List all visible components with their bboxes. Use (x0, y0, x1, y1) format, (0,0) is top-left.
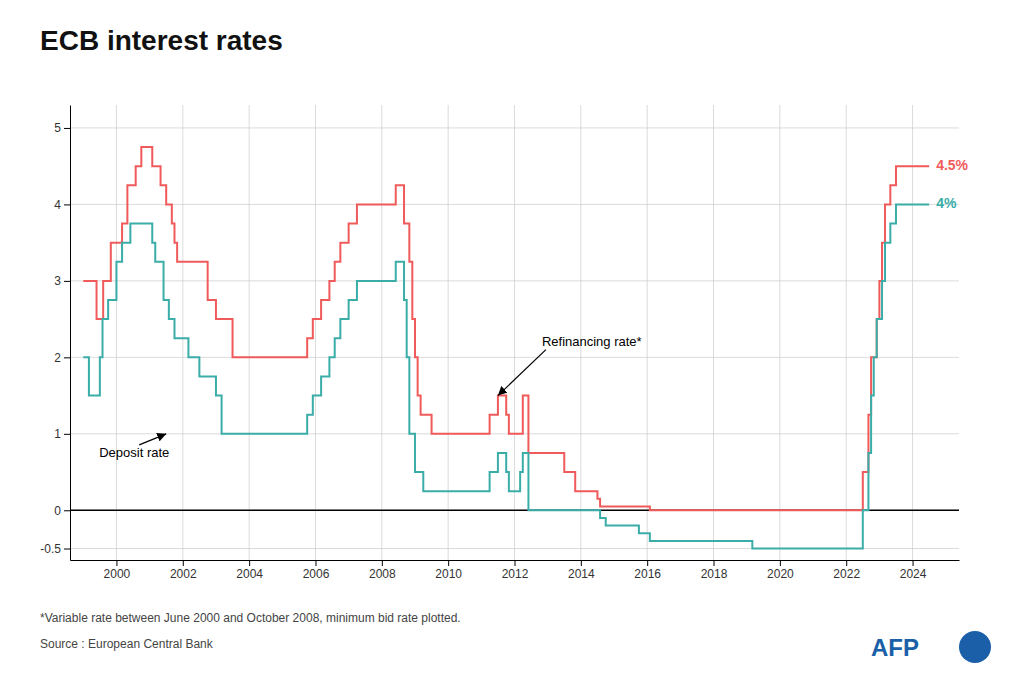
x-tick: 2014 (568, 560, 595, 581)
x-tick-mark (581, 560, 582, 566)
y-tick: 4 (54, 198, 70, 212)
x-tick: 2006 (303, 560, 330, 581)
y-tick-mark (64, 128, 70, 129)
x-tick: 2016 (634, 560, 661, 581)
annotation-text: Deposit rate (99, 445, 169, 460)
y-tick-label: 5 (54, 121, 61, 135)
logo-dot (959, 631, 991, 663)
y-tick: 5 (54, 121, 70, 135)
plot: 2000200220042006200820102012201420162018… (40, 105, 968, 581)
y-tick: -0.5 (40, 542, 70, 556)
y-axis-line (70, 106, 71, 561)
x-tick-label: 2008 (369, 567, 396, 581)
x-tick: 2002 (170, 560, 197, 581)
x-tick-label: 2020 (767, 567, 794, 581)
x-tick: 2012 (502, 560, 529, 581)
y-tick-label: 3 (54, 274, 61, 288)
x-tick-label: 2018 (701, 567, 728, 581)
y-tick: 3 (54, 274, 70, 288)
annotation-text: Refinancing rate* (542, 334, 642, 349)
x-tick-mark (647, 560, 648, 566)
x-tick-mark (913, 560, 914, 566)
x-tick-mark (846, 560, 847, 566)
x-axis: 2000 2002 2004 2006 2008 2010 2012 2014 2016 2018… (71, 560, 960, 581)
logo-text: AFP (871, 634, 919, 661)
x-tick-mark (714, 560, 715, 566)
y-tick-mark (64, 281, 70, 282)
x-tick-mark (515, 560, 516, 566)
x-tick-mark (780, 560, 781, 566)
x-tick-label: 2012 (502, 567, 529, 581)
annotation-arrow (498, 350, 546, 396)
x-tick: 2010 (435, 560, 462, 581)
grid-line-y (70, 280, 959, 281)
x-tick-label: 2024 (900, 567, 927, 581)
grid-line-x (713, 105, 714, 560)
grid-line-x (846, 105, 847, 560)
series-line (83, 204, 929, 548)
x-tick: 2024 (900, 560, 927, 581)
y-tick-label: -0.5 (40, 542, 61, 556)
grid-line-y (70, 357, 959, 358)
x-tick-mark (315, 560, 316, 566)
x-tick: 2018 (701, 560, 728, 581)
x-tick-label: 2004 (236, 567, 263, 581)
x-tick-label: 2014 (568, 567, 595, 581)
y-tick-mark (64, 510, 70, 511)
grid-line-x (912, 105, 913, 560)
y-tick-mark (64, 549, 70, 550)
chart: 2000200220042006200820102012201420162018… (0, 0, 1019, 700)
grid-line-x (381, 105, 382, 560)
x-tick: 2022 (833, 560, 860, 581)
x-tick-label: 2006 (303, 567, 330, 581)
y-axis: -0.5 0 1 2 3 4 5 (40, 106, 70, 561)
source: Source : European Central Bank (40, 637, 214, 651)
title: ECB interest rates (40, 25, 283, 56)
y-tick-mark (64, 434, 70, 435)
y-tick-label: 0 (54, 504, 61, 518)
x-tick-mark (249, 560, 250, 566)
grid-line-x (647, 105, 648, 560)
annotations: Refinancing rate* Deposit rate (99, 334, 641, 461)
y-tick: 0 (54, 504, 70, 518)
x-tick: 2008 (369, 560, 396, 581)
annotation-arrow (139, 434, 166, 445)
y-tick-label: 1 (54, 427, 61, 441)
grid-line-x (249, 105, 250, 560)
grid (70, 105, 959, 560)
x-tick-mark (448, 560, 449, 566)
grid-line-y (70, 127, 959, 128)
grid-line-x (315, 105, 316, 560)
end-label: 4% (936, 195, 957, 211)
grid-line-y (70, 204, 959, 205)
x-tick-label: 2002 (170, 567, 197, 581)
x-tick-label: 2022 (833, 567, 860, 581)
x-tick-label: 2000 (104, 567, 131, 581)
end-label: 4.5% (936, 157, 968, 173)
end-labels: 4.5% 4% (936, 157, 968, 211)
x-tick-label: 2010 (435, 567, 462, 581)
y-tick-label: 2 (54, 351, 61, 365)
y-tick: 2 (54, 351, 70, 365)
x-tick-mark (116, 560, 117, 566)
footnote: *Variable rate between June 2000 and Oct… (40, 611, 461, 625)
grid-line-x (116, 105, 117, 560)
x-tick-label: 2016 (634, 567, 661, 581)
x-tick: 2004 (236, 560, 263, 581)
x-tick-mark (382, 560, 383, 566)
data-area (70, 147, 959, 548)
x-tick-mark (183, 560, 184, 566)
grid-line-x (779, 105, 780, 560)
y-tick-mark (64, 357, 70, 358)
y-tick-label: 4 (54, 198, 61, 212)
y-tick-mark (64, 204, 70, 205)
grid-line-x (182, 105, 183, 560)
x-tick: 2000 (104, 560, 131, 581)
x-tick: 2020 (767, 560, 794, 581)
y-tick: 1 (54, 427, 70, 441)
